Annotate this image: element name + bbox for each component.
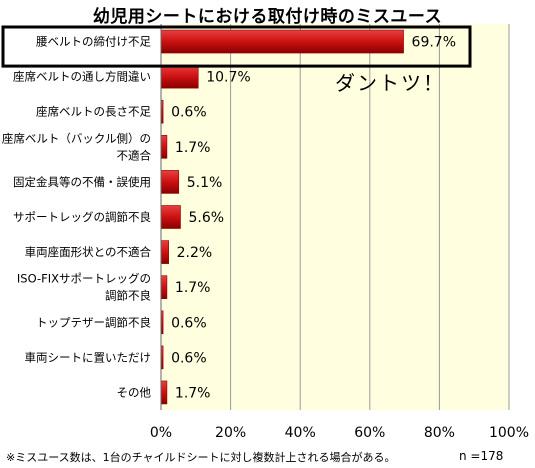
data-label: 0.6%: [171, 315, 207, 331]
category-label: 不適合: [117, 148, 152, 162]
plot-area: [161, 24, 509, 410]
category-label: 座席ベルト（バックル側）の: [2, 131, 151, 145]
category-label: ISO-FIXサポートレッグの: [17, 272, 151, 286]
bar: [160, 275, 168, 299]
category-label: 調節不良: [105, 289, 151, 303]
category-label: トップテザー調節不良: [36, 315, 151, 329]
data-label: 1.7%: [175, 385, 211, 401]
bar: [160, 380, 168, 405]
category-label: サポートレッグの調節不良: [13, 210, 151, 224]
bar: [160, 170, 180, 194]
chart-title: 幼児用シートにおける取付け時のミスユース: [92, 7, 443, 27]
data-label: 5.1%: [187, 175, 223, 191]
x-tick-label: 100%: [489, 425, 529, 441]
annotation: ダントツ！: [335, 71, 445, 95]
category-label: 車両座面形状との不適合: [25, 245, 152, 259]
category-label: 座席ベルトの長さ不足: [36, 105, 151, 119]
x-tick-label: 80%: [424, 425, 455, 441]
bar: [160, 240, 169, 264]
data-label: 2.2%: [177, 245, 213, 261]
sample-size: n =178: [459, 449, 504, 463]
x-tick-label: 60%: [354, 425, 385, 441]
bar: [160, 64, 199, 89]
data-label: 0.6%: [171, 105, 207, 121]
category-label: その他: [117, 385, 152, 399]
data-label: 5.6%: [188, 210, 224, 226]
data-label: 69.7%: [412, 35, 456, 51]
data-label: 10.7%: [206, 70, 250, 86]
x-tick-label: 40%: [285, 425, 316, 441]
category-label: 腰ベルトの締付け不足: [36, 35, 151, 49]
data-label: 1.7%: [175, 140, 211, 156]
x-tick-label: 20%: [215, 425, 246, 441]
data-label: 1.7%: [175, 280, 211, 296]
bar: [160, 29, 404, 54]
bar: [160, 135, 168, 159]
data-label: 0.6%: [171, 350, 207, 366]
highlight-box: [1, 25, 472, 68]
bar: [160, 205, 181, 229]
category-label: 座席ベルトの通し方間違い: [13, 70, 151, 84]
x-tick-label: 0%: [150, 425, 172, 441]
category-label: 固定金具等の不備・誤使用: [13, 175, 151, 189]
footnote: ※ミスユース数は、1台のチャイルドシートに対し複数計上される場合がある。: [6, 451, 396, 464]
category-label: 車両シートに置いただけ: [25, 350, 152, 364]
